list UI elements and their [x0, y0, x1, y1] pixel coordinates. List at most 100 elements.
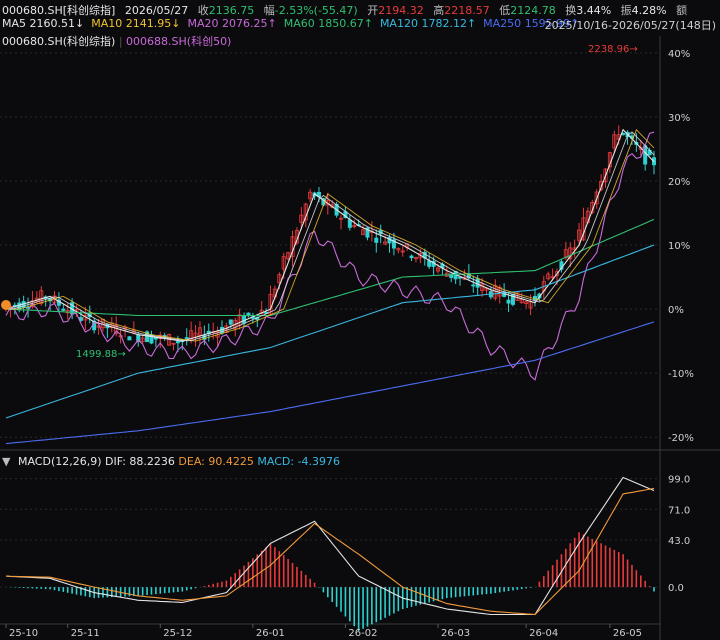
candle	[339, 217, 344, 220]
candle	[308, 191, 313, 200]
low-value: 2124.78	[510, 4, 556, 17]
candle	[555, 271, 560, 276]
y-tick-label: 0%	[668, 305, 684, 316]
ma5-label: MA5 2160.51↓	[2, 17, 85, 30]
macd-y-tick-label: 99.0	[668, 475, 690, 486]
change-label: 幅	[263, 4, 275, 17]
x-tick-label: 25-11	[71, 628, 100, 639]
y-tick-label: 10%	[668, 241, 690, 252]
y-tick-label: 30%	[668, 113, 690, 124]
turnover-label: 换	[565, 4, 577, 17]
series-line-1	[5, 131, 655, 381]
candle	[524, 301, 529, 304]
ma60-label: MA60 1850.67↑	[283, 17, 373, 30]
candle	[277, 274, 282, 284]
legend-item-kcz[interactable]: 000680.SH(科创综指)	[2, 35, 116, 48]
candle	[228, 319, 233, 325]
candle	[352, 225, 357, 227]
macd-y-tick-label: 0.0	[668, 583, 684, 594]
candle	[189, 330, 194, 340]
candle	[286, 252, 291, 260]
open-label: 开	[367, 4, 379, 17]
dif-indicator: DIF: 88.2236	[105, 455, 175, 468]
candle	[383, 241, 388, 245]
candle	[449, 273, 454, 278]
y-tick-label: -10%	[668, 369, 694, 380]
candle	[197, 327, 202, 336]
candle	[603, 168, 608, 183]
candle	[435, 267, 440, 272]
dea-indicator: DEA: 90.4225	[178, 455, 254, 468]
x-tick-label: 26-04	[529, 628, 558, 639]
candle	[599, 180, 604, 190]
candle	[427, 260, 432, 267]
high-value: 2218.57	[444, 4, 490, 17]
high-annotation: 2238.96→	[588, 44, 638, 55]
candle	[365, 227, 370, 238]
y-tick-label: 40%	[668, 49, 690, 60]
ma-line-0	[6, 128, 655, 342]
marker-icon[interactable]	[1, 300, 11, 310]
ma250-label: MA250 1595.99↑	[483, 17, 580, 30]
candle	[347, 219, 352, 228]
candle	[175, 340, 180, 344]
x-tick-label: 25-12	[163, 628, 192, 639]
candle	[145, 331, 150, 343]
macd-title: MACD(12,26,9)	[17, 455, 102, 468]
candle	[413, 257, 418, 260]
low-annotation: 1499.88→	[76, 349, 126, 360]
ma10-label: MA10 2141.95↓	[91, 17, 181, 30]
candle	[506, 299, 511, 304]
candle	[299, 214, 304, 223]
amount-label: 额	[676, 4, 688, 17]
series-line-3	[5, 244, 655, 419]
amplitude-value: 4.28%	[631, 4, 667, 17]
candle	[374, 237, 379, 243]
dif-line	[5, 476, 655, 616]
date-range: 2025/10/16-2026/05/27(148日)	[544, 19, 716, 32]
quote-date: 2026/05/27	[124, 4, 189, 17]
amplitude-label: 振	[620, 4, 632, 17]
candle	[400, 250, 405, 253]
candle	[409, 255, 414, 259]
ma120-label: MA120 1782.12↑	[379, 17, 477, 30]
candle	[391, 239, 396, 249]
candle	[462, 277, 467, 280]
x-tick-label: 26-05	[613, 628, 642, 639]
candle	[61, 308, 66, 311]
candle	[396, 248, 401, 251]
candle	[471, 284, 476, 287]
x-tick-label: 26-02	[348, 628, 377, 639]
compare-legend: 000680.SH(科创综指) | 000688.SH(科创50)	[2, 35, 232, 48]
series-line-0	[5, 128, 655, 342]
macd-menu-icon[interactable]: ▼	[2, 455, 11, 468]
candle	[546, 273, 551, 280]
macd-y-tick-label: 43.0	[668, 536, 690, 547]
y-tick-label: 20%	[668, 177, 690, 188]
dea-line	[5, 487, 655, 616]
y-tick-label: -20%	[668, 433, 694, 444]
candle	[140, 337, 145, 342]
legend-item-kc50[interactable]: 000688.SH(科创50)	[126, 35, 232, 48]
macd-indicator: MACD: -4.3976	[257, 455, 341, 468]
candle	[612, 134, 617, 149]
x-tick-label: 26-03	[441, 628, 470, 639]
candle	[568, 247, 573, 260]
change-value: -2.53%(-55.47)	[274, 4, 358, 17]
candle	[577, 229, 582, 241]
close-label: 收	[197, 4, 209, 17]
security-code: 000680.SH[科创综指]	[2, 4, 116, 17]
ma-row: MA5 2160.51↓ MA10 2141.95↓ MA20 2076.25↑…	[2, 17, 579, 30]
candle	[127, 336, 132, 341]
macd-y-tick-label: 71.0	[668, 505, 690, 516]
quote-header: 000680.SH[科创综指] 2026/05/27 收2136.75 幅-2.…	[2, 2, 687, 18]
ma-line-1	[6, 131, 655, 342]
ma20-label: MA20 2076.25↑	[187, 17, 277, 30]
series-line-4	[5, 321, 655, 445]
open-value: 2194.32	[378, 4, 424, 17]
x-tick-label: 25-10	[9, 628, 38, 639]
macd-header: ▼ MACD(12,26,9) DIF: 88.2236 DEA: 90.422…	[2, 455, 340, 468]
x-tick-label: 26-01	[256, 628, 285, 639]
candle	[281, 256, 286, 270]
